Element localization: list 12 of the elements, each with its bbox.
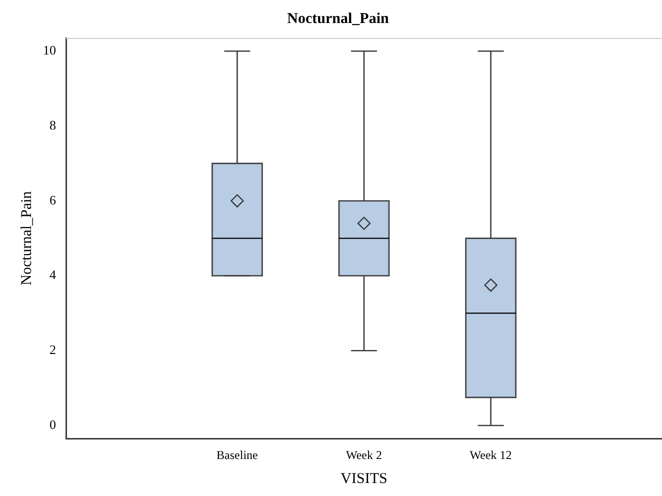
x-tick-label: Week 12 (470, 448, 512, 462)
x-axis-title: VISITS (340, 470, 388, 487)
y-tick-label: 0 (50, 416, 56, 432)
y-tick-label: 10 (43, 42, 56, 58)
y-axis-title: Nocturnal_Pain (18, 190, 35, 286)
x-tick-label: Baseline (216, 448, 258, 462)
x-tick-label: Week 2 (346, 448, 382, 462)
y-tick-label: 2 (50, 342, 56, 358)
y-tick-label: 4 (50, 267, 56, 282)
y-tick-label: 8 (50, 117, 56, 132)
chart-title: Nocturnal_Pain (287, 10, 390, 27)
y-tick-label: 6 (50, 192, 56, 208)
